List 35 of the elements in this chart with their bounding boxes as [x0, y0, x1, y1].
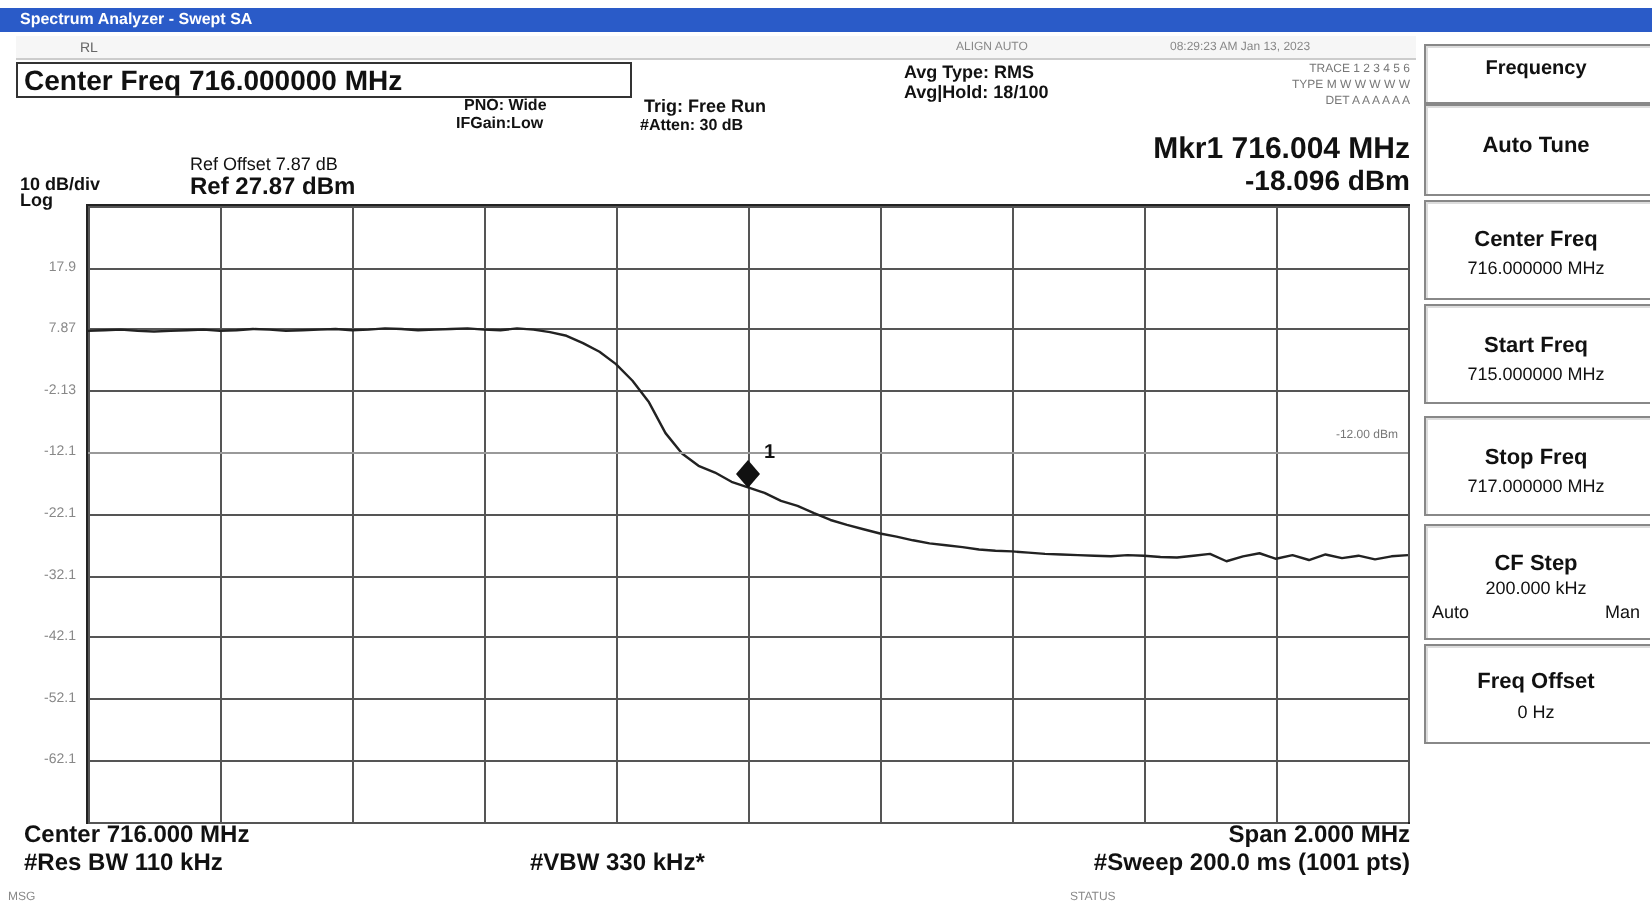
text: Auto [1432, 602, 1470, 623]
text: Freq Offset [1477, 670, 1595, 696]
text: Avg|Hold: 18/100 [904, 82, 1049, 103]
text: CF Step [1494, 552, 1578, 578]
text: Ref Offset 7.87 dB [190, 154, 338, 175]
annotation: Center 716.000 MHz [24, 820, 250, 848]
text: Center Freq [1474, 228, 1598, 254]
annotation: 1 [764, 442, 776, 465]
text: PNO: Wide [464, 96, 547, 115]
text: 0 Hz [1517, 702, 1555, 723]
text: Man [1604, 602, 1640, 623]
text: Log [20, 190, 53, 211]
line-series [86, 327, 1410, 563]
text: #Atten: 30 dB [640, 116, 744, 135]
text: Start Freq [1484, 334, 1588, 360]
text: 716.000000 MHz [1467, 258, 1605, 279]
text: Frequency [1485, 58, 1587, 81]
text: Avg Type: RMS [904, 62, 1035, 83]
text: #Sweep 200.0 ms (1001 pts) [1093, 848, 1410, 876]
annotation: Span 2.000 MHz [1228, 820, 1410, 848]
text: Stop Freq [1484, 446, 1588, 472]
text: IFGain:Low [456, 114, 544, 133]
text: Center Freq 716.000000 MHz [24, 64, 403, 96]
text: #VBW 330 kHz* [530, 848, 705, 876]
text: Trig: Free Run [644, 96, 767, 117]
text: 717.000000 MHz [1467, 476, 1605, 497]
text: -18.096 dBm [1245, 164, 1410, 196]
text: Mkr1 716.004 MHz [1153, 132, 1410, 166]
text: 715.000000 MHz [1467, 364, 1605, 385]
text: 10 dB/div [20, 174, 101, 194]
text: #Res BW 110 kHz [24, 848, 223, 876]
text: 200.000 kHz [1485, 578, 1587, 599]
chart-title: Spectrum Analyzer - Swept SA [20, 8, 253, 32]
text: Auto Tune [1482, 134, 1590, 160]
text: Ref 27.87 dBm [190, 172, 356, 200]
